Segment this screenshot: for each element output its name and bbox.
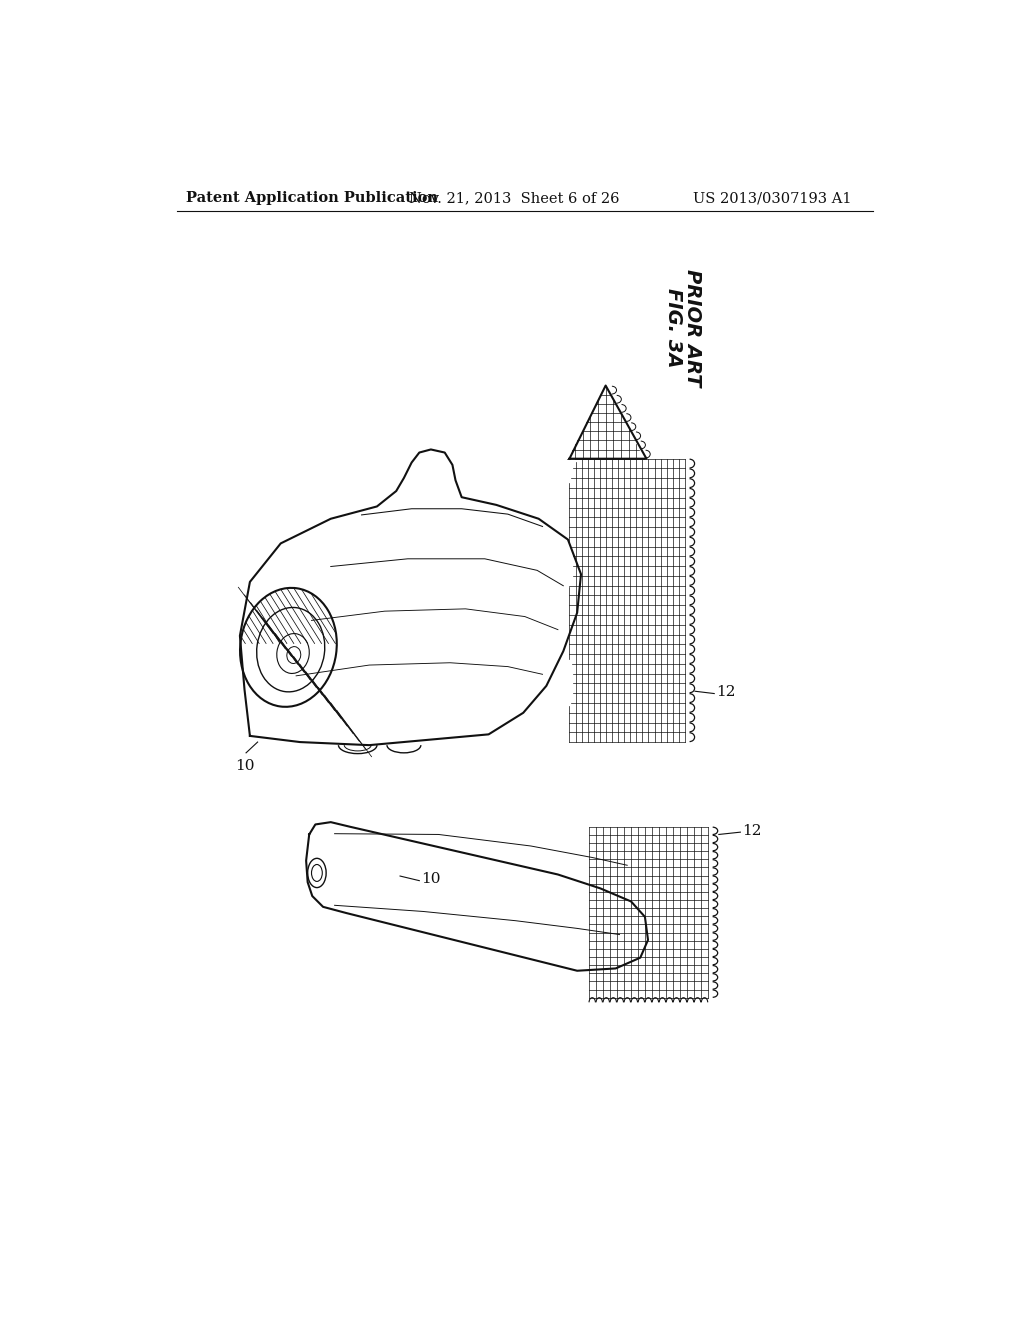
Text: 12: 12 (742, 824, 762, 838)
Text: US 2013/0307193 A1: US 2013/0307193 A1 (692, 191, 851, 206)
Text: Nov. 21, 2013  Sheet 6 of 26: Nov. 21, 2013 Sheet 6 of 26 (410, 191, 620, 206)
Text: 10: 10 (422, 873, 441, 886)
Text: PRIOR ART: PRIOR ART (683, 269, 702, 387)
Text: FIG. 3A: FIG. 3A (664, 288, 683, 367)
Text: 10: 10 (234, 759, 254, 774)
Text: Patent Application Publication: Patent Application Publication (186, 191, 438, 206)
Text: 12: 12 (716, 685, 735, 700)
